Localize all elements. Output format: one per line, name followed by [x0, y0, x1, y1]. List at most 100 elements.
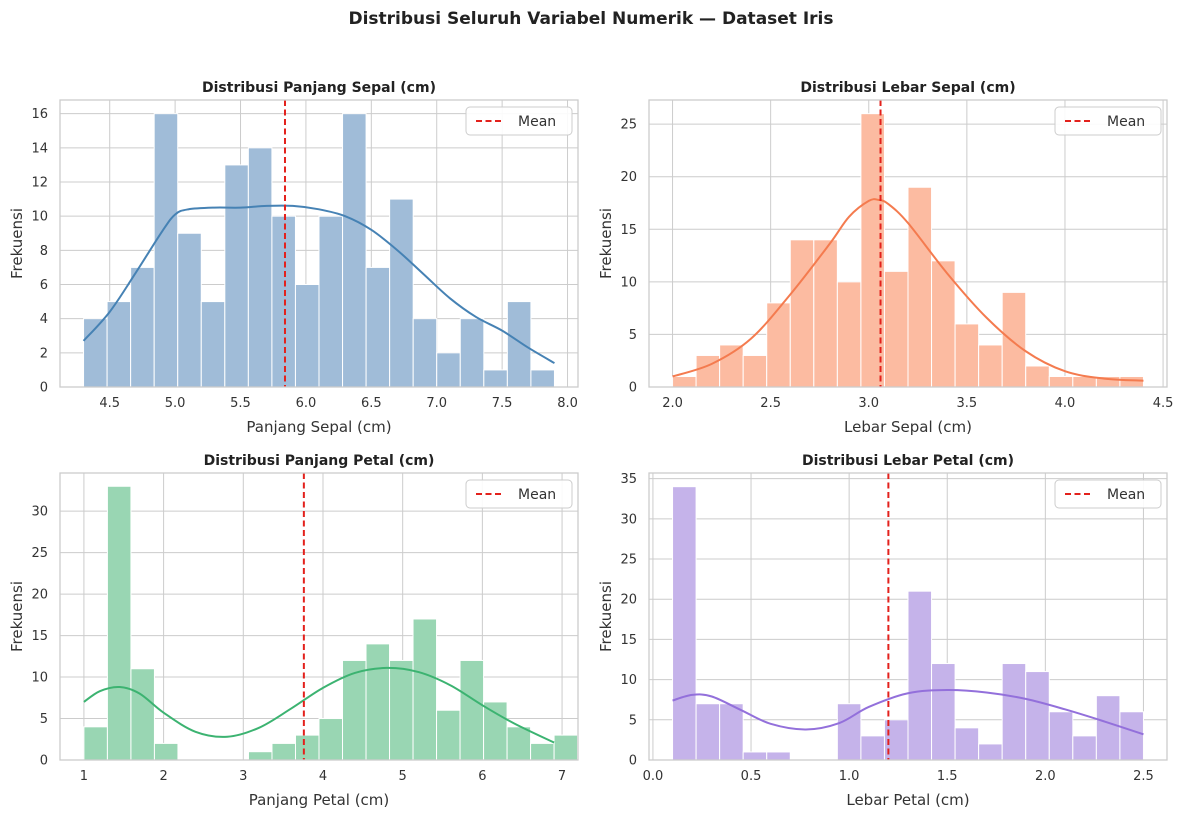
x-tick-label: 4 — [319, 769, 327, 784]
panel-lebar-petal: 0.0 0.5 1.0 1.5 2.0 2.5 0 5 10 15 20 25 30 35 Distribu… — [597, 453, 1168, 809]
histogram-bar — [1025, 365, 1050, 388]
x-tick-label: 1 — [80, 769, 88, 784]
y-tick-label: 2 — [40, 346, 48, 361]
histogram-bar — [365, 643, 391, 761]
histogram-bar — [1025, 671, 1050, 761]
kde-curve — [82, 204, 555, 364]
x-tick-label: 4.5 — [99, 396, 120, 411]
x-tick-label: 7.0 — [426, 396, 447, 411]
y-tick-label: 0 — [40, 381, 48, 396]
histogram-bar — [83, 726, 108, 761]
x-axis-label: Panjang Petal (cm) — [249, 791, 390, 809]
x-tick-label: 3.5 — [957, 396, 978, 411]
y-axis-label: Frekuensi — [597, 208, 615, 279]
y-tick-label: 12 — [31, 176, 48, 191]
histogram-bar — [294, 284, 320, 388]
panel-panjang-petal: 1 2 3 4 5 6 7 0 5 10 15 20 25 30 Distribusi Panjang Pe… — [8, 453, 579, 809]
histogram-bar — [766, 302, 791, 388]
legend-mean-label: Mean — [1107, 487, 1145, 503]
x-tick-label: 2.5 — [760, 396, 781, 411]
y-tick-label: 15 — [31, 629, 48, 644]
histogram-bar — [483, 369, 508, 388]
histogram-bar — [931, 663, 956, 761]
y-tick-label: 10 — [31, 210, 48, 225]
histogram-bar — [200, 301, 226, 388]
histogram-bar — [247, 147, 273, 388]
y-tick-label: 0 — [629, 381, 637, 396]
x-axis-label: Lebar Petal (cm) — [846, 791, 969, 809]
histogram-bar — [978, 743, 1003, 761]
x-tick-label: 5.0 — [165, 396, 186, 411]
histogram-bar — [106, 301, 132, 388]
histogram-bar — [1048, 711, 1074, 761]
figure-suptitle: Distribusi Seluruh Variabel Numerik — Da… — [348, 9, 833, 29]
x-tick-label: 1.5 — [937, 769, 958, 784]
y-axis-label: Frekuensi — [8, 581, 26, 652]
y-tick-label: 8 — [40, 244, 48, 259]
histogram-bar — [389, 659, 414, 761]
y-tick-label: 30 — [31, 505, 48, 520]
histogram-bar — [506, 301, 532, 388]
histogram-bar — [294, 734, 320, 761]
y-tick-label: 10 — [620, 673, 637, 688]
histogram-bar — [412, 618, 438, 761]
histogram-bar — [153, 742, 179, 761]
histogram-bar — [342, 113, 367, 388]
x-tick-label: 4.5 — [1153, 396, 1174, 411]
y-tick-label: 20 — [620, 593, 637, 608]
y-tick-label: 10 — [620, 275, 637, 290]
x-tick-label: 2.0 — [662, 396, 683, 411]
histogram-bar — [836, 281, 862, 388]
plot-frame — [59, 472, 579, 761]
histogram-bar — [883, 270, 909, 388]
plot-frame — [648, 99, 1168, 388]
y-tick-label: 15 — [620, 223, 637, 238]
histogram-bar — [459, 659, 485, 761]
y-tick-label: 0 — [629, 754, 637, 769]
histogram-bar — [907, 590, 933, 761]
y-tick-label: 25 — [620, 553, 637, 568]
histogram-bar — [860, 735, 885, 761]
histogram-bar — [130, 266, 155, 388]
histogram-bar — [389, 198, 414, 388]
histogram-bar — [1001, 663, 1027, 761]
histogram-bar — [1048, 375, 1074, 388]
histogram-bar — [318, 215, 344, 388]
y-tick-label: 10 — [31, 671, 48, 686]
histogram-bar — [177, 232, 202, 388]
histogram-bar — [954, 323, 980, 388]
legend-box — [465, 106, 573, 136]
x-tick-label: 3 — [239, 769, 247, 784]
panel-title: Distribusi Lebar Sepal (cm) — [800, 80, 1015, 96]
x-tick-label: 2.5 — [1133, 769, 1154, 784]
histogram-bar — [530, 742, 555, 761]
y-axis-label: Frekuensi — [8, 208, 26, 279]
x-axis-label: Panjang Sepal (cm) — [246, 418, 391, 436]
histogram-bar — [412, 318, 438, 388]
y-tick-label: 0 — [40, 754, 48, 769]
y-tick-label: 35 — [620, 472, 637, 487]
histogram-bar — [318, 718, 344, 761]
y-tick-label: 5 — [629, 713, 637, 728]
histogram-bar — [483, 701, 508, 761]
histogram-bar — [365, 266, 391, 388]
panel-lebar-sepal: 2.0 2.5 3.0 3.5 4.0 4.5 0 5 10 15 20 25 Distribusi L… — [597, 80, 1173, 436]
histogram-bar — [506, 726, 532, 761]
y-tick-label: 16 — [31, 107, 48, 122]
x-tick-label: 7.5 — [492, 396, 513, 411]
y-tick-label: 14 — [31, 141, 48, 156]
x-tick-label: 6 — [478, 769, 486, 784]
x-tick-label: 6.0 — [296, 396, 317, 411]
x-tick-label: 7 — [558, 769, 566, 784]
histogram-bar — [1095, 695, 1121, 761]
plot-frame — [648, 472, 1168, 761]
histogram-bar — [1001, 291, 1027, 388]
panel-title: Distribusi Panjang Sepal (cm) — [202, 80, 436, 96]
y-tick-label: 25 — [620, 118, 637, 133]
legend-box — [465, 479, 573, 509]
x-tick-label: 5.5 — [230, 396, 251, 411]
y-tick-label: 30 — [620, 512, 637, 527]
histogram-bar — [672, 375, 697, 388]
y-axis-label: Frekuensi — [597, 581, 615, 652]
histogram-bar — [766, 751, 791, 761]
